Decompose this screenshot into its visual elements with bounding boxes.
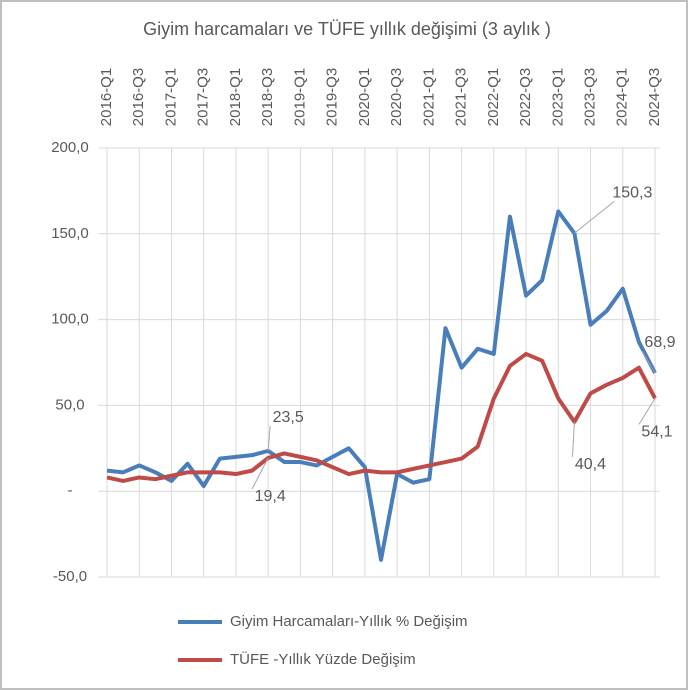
x-tick-label: 2022-Q3	[517, 68, 534, 126]
x-tick-label: 2020-Q3	[388, 68, 405, 126]
data-label: 68,9	[644, 334, 675, 351]
x-tick-label: 2020-Q1	[356, 68, 373, 126]
data-label: 54,1	[641, 424, 672, 441]
x-tick-label: 2022-Q1	[485, 68, 502, 126]
x-tick-label: 2017-Q1	[162, 68, 179, 126]
x-tick-label: 2019-Q1	[291, 68, 308, 126]
x-tick-label: 2017-Q3	[195, 68, 212, 126]
x-tick-label: 2018-Q1	[227, 68, 244, 126]
x-tick-label: 2016-Q1	[98, 68, 115, 126]
data-label: 19,4	[255, 488, 286, 505]
legend-label: TÜFE -Yıllık Yüzde Değişim	[230, 650, 416, 668]
x-tick-label: 2024-Q3	[646, 68, 663, 126]
series-line	[106, 351, 657, 483]
x-tick-label: 2023-Q1	[549, 68, 566, 126]
annotation-leader	[641, 350, 656, 374]
annotation-leader	[251, 457, 269, 490]
y-tick-label: -	[68, 482, 73, 499]
x-tick-label: 2021-Q3	[453, 68, 470, 126]
annotation-leader	[267, 425, 271, 451]
legend-label: Giyim Harcamaları-Yıllık % Değişim	[230, 613, 468, 630]
y-tick-label: -50,0	[53, 568, 87, 585]
series-line	[106, 209, 657, 562]
y-tick-label: 200,0	[51, 139, 89, 156]
data-label: 23,5	[273, 409, 304, 426]
x-tick-label: 2018-Q3	[259, 68, 276, 126]
annotation-leader	[574, 200, 615, 234]
x-tick-label: 2016-Q3	[130, 68, 147, 126]
y-tick-label: 150,0	[51, 225, 89, 242]
data-label: 150,3	[612, 185, 652, 202]
x-tick-label: 2024-Q1	[614, 68, 631, 126]
annotation-leader	[638, 398, 656, 425]
y-tick-label: 100,0	[51, 311, 89, 328]
y-tick-label: 50,0	[55, 396, 84, 413]
chart-title: Giyim harcamaları ve TÜFE yıllık değişim…	[143, 19, 551, 39]
x-tick-label: 2021-Q1	[420, 68, 437, 126]
annotation-leader	[571, 421, 575, 457]
x-tick-label: 2023-Q3	[581, 68, 598, 126]
data-label: 40,4	[575, 456, 606, 473]
x-tick-label: 2019-Q3	[324, 68, 341, 126]
